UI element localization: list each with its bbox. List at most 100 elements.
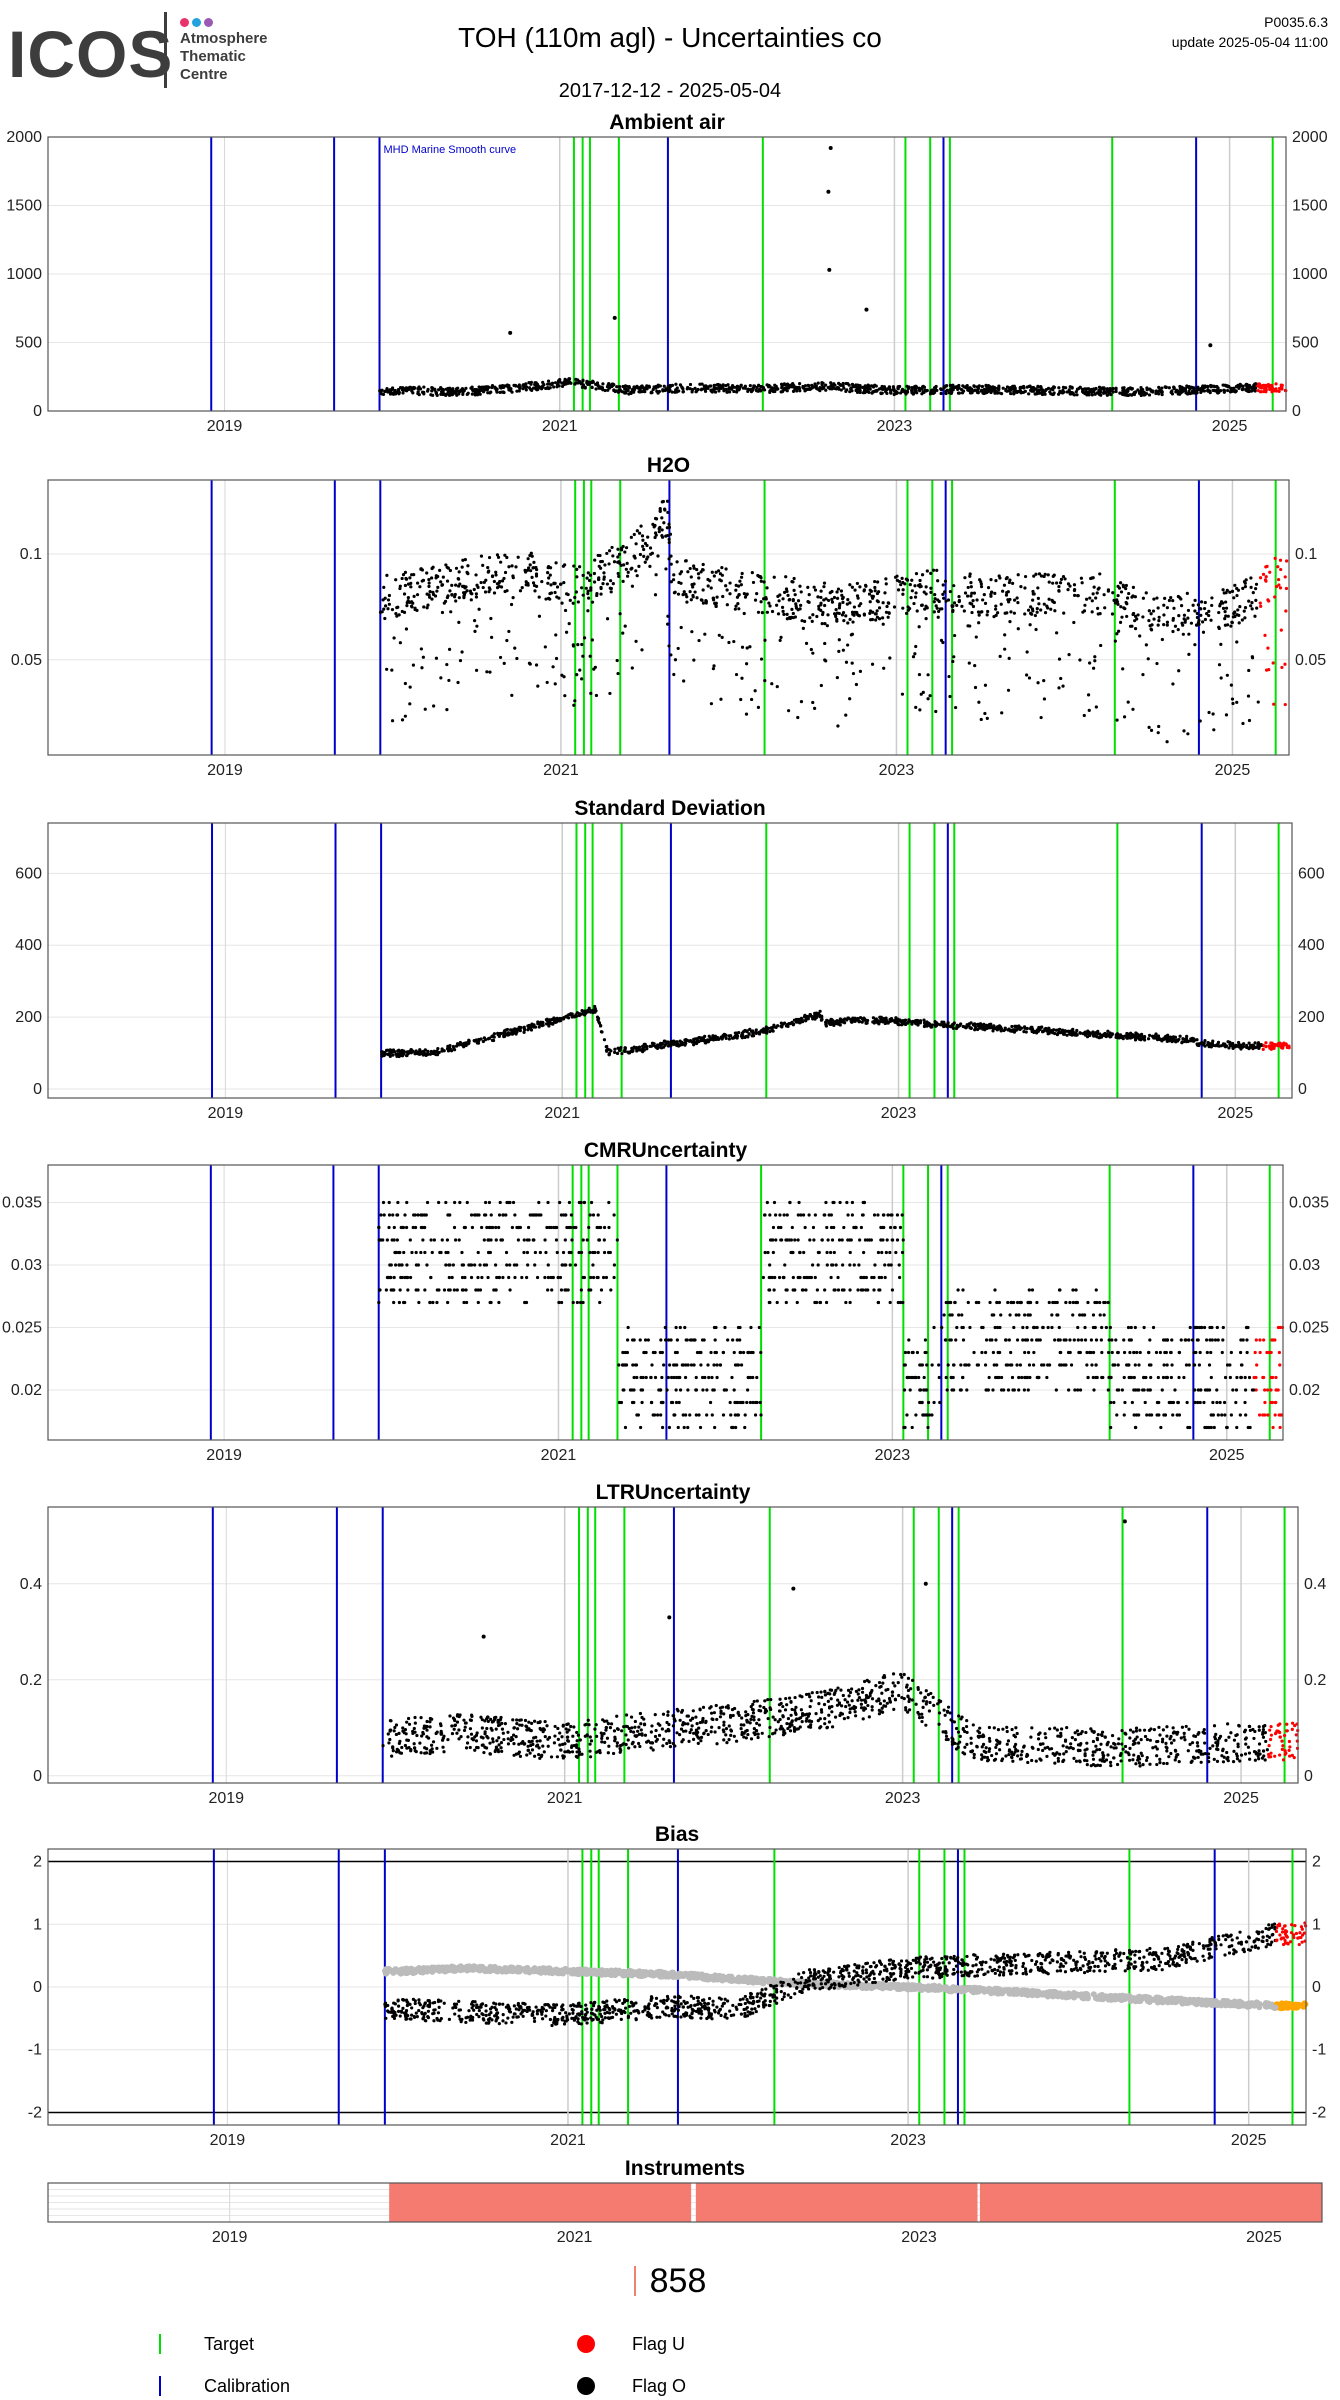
data-point — [708, 1400, 713, 1405]
data-point — [794, 1020, 799, 1024]
data-point — [655, 389, 659, 393]
data-point — [626, 570, 630, 574]
data-point — [1009, 392, 1013, 396]
data-point — [1157, 618, 1161, 623]
data-point — [1083, 1325, 1087, 1330]
data-point — [652, 525, 656, 529]
data-point — [689, 598, 693, 602]
data-point — [667, 1043, 671, 1047]
data-point — [685, 595, 689, 599]
data-point — [1003, 1026, 1007, 1030]
data-point — [760, 1029, 765, 1033]
data-point — [501, 1275, 505, 1280]
data-point — [837, 649, 841, 653]
data-point — [580, 1008, 584, 1013]
data-point — [1110, 388, 1114, 392]
data-point — [1163, 596, 1167, 601]
data-point — [830, 600, 835, 604]
data-point — [667, 557, 671, 561]
data-point — [586, 571, 590, 575]
data-point — [484, 1200, 488, 1205]
data-point — [864, 1021, 868, 1025]
data-point — [653, 593, 658, 597]
data-point — [560, 601, 564, 605]
data-point — [524, 388, 528, 392]
data-point — [402, 592, 407, 596]
data-point — [382, 607, 386, 611]
data-point — [984, 383, 988, 387]
data-point — [902, 1388, 907, 1392]
data-point — [450, 583, 454, 587]
data-point — [561, 1250, 566, 1255]
data-point — [629, 535, 633, 539]
data-point — [791, 597, 795, 602]
data-point — [684, 1037, 688, 1042]
data-point — [1253, 1041, 1257, 1045]
data-point — [462, 594, 466, 598]
data-point — [944, 599, 948, 603]
data-point — [629, 567, 633, 571]
data-point — [695, 389, 699, 393]
data-point — [837, 638, 841, 642]
data-point — [1099, 643, 1103, 648]
data-point — [745, 662, 749, 666]
data-point — [1224, 606, 1229, 610]
data-point — [489, 390, 493, 394]
data-point — [1046, 573, 1050, 577]
data-point — [1277, 389, 1281, 393]
data-point — [734, 672, 739, 677]
data-point — [844, 614, 848, 618]
data-point — [653, 531, 658, 535]
data-point — [791, 382, 795, 386]
data-point — [1022, 386, 1026, 390]
data-point — [748, 1027, 752, 1032]
data-point — [1122, 386, 1126, 390]
data-point — [1235, 1375, 1239, 1380]
data-point — [779, 635, 783, 639]
data-point — [448, 589, 452, 593]
data-point — [602, 577, 606, 581]
data-point — [882, 666, 886, 670]
data-point — [1233, 583, 1237, 587]
data-point — [573, 382, 577, 386]
data-point — [989, 592, 993, 596]
data-point — [726, 1338, 730, 1342]
data-point — [1140, 1035, 1144, 1039]
data-point — [613, 1047, 617, 1051]
data-point — [494, 570, 498, 574]
data-point — [1094, 596, 1098, 600]
data-point — [507, 629, 511, 634]
data-point — [1110, 612, 1115, 616]
data-point — [911, 655, 916, 659]
data-point — [1237, 621, 1241, 625]
data-point — [912, 601, 916, 606]
data-point — [918, 708, 922, 712]
data-point — [1123, 607, 1127, 611]
data-point — [1138, 634, 1142, 638]
data-point — [868, 611, 872, 616]
data-point — [1052, 600, 1056, 605]
data-point — [1039, 715, 1043, 720]
data-point — [997, 1300, 1002, 1305]
data-point — [829, 384, 833, 388]
data-point — [537, 1025, 541, 1029]
data-point — [997, 384, 1001, 388]
data-point — [910, 578, 914, 582]
data-point — [1264, 384, 1269, 388]
data-point — [479, 580, 483, 585]
data-point — [616, 1046, 620, 1050]
y-tick-label: 2000 — [6, 129, 42, 146]
data-point — [1091, 1325, 1096, 1330]
data-point — [923, 1338, 928, 1342]
data-point — [739, 1034, 744, 1038]
data-point — [960, 604, 964, 608]
data-point — [640, 534, 645, 538]
data-point — [908, 606, 912, 611]
data-point — [1196, 385, 1200, 389]
data-point — [1025, 673, 1029, 677]
data-point — [741, 1030, 746, 1034]
data-point — [569, 1250, 573, 1255]
data-point — [459, 388, 463, 392]
data-point — [1086, 693, 1091, 697]
data-point — [854, 388, 858, 393]
